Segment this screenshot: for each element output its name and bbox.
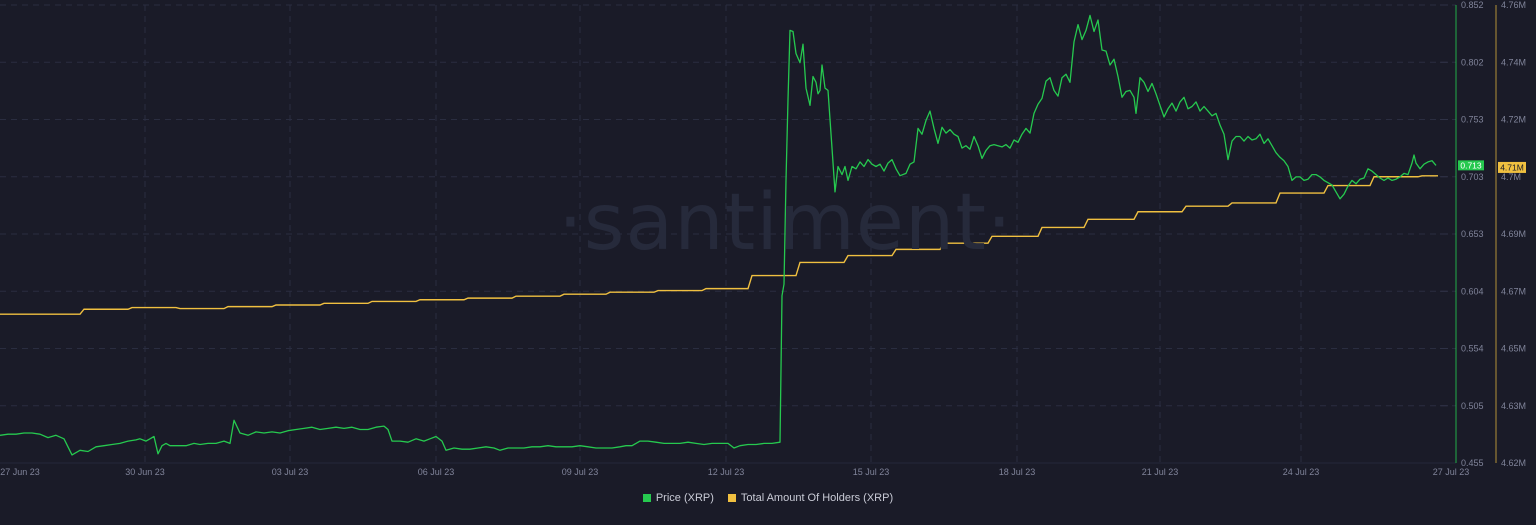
price-axis-tick: 0.703 (1461, 172, 1484, 182)
holders-axis-tick: 4.76M (1501, 0, 1526, 10)
legend: Price (XRP) Total Amount Of Holders (XRP… (0, 492, 1536, 504)
price-axis-tick: 0.753 (1461, 115, 1484, 125)
legend-item-holders[interactable]: Total Amount Of Holders (XRP) (727, 492, 894, 504)
price-axis-tick: 0.852 (1461, 0, 1484, 10)
x-axis-tick: 27 Jun 23 (0, 467, 40, 477)
holders-current-label: 4.71M (1500, 162, 1524, 172)
holders-swatch-icon (727, 494, 736, 502)
legend-label-price: Price (XRP) (655, 492, 714, 504)
x-axis-tick: 18 Jul 23 (999, 467, 1036, 477)
price-current-badge (1458, 160, 1484, 171)
legend-label-holders: Total Amount Of Holders (XRP) (740, 492, 894, 504)
price-axis-tick: 0.554 (1461, 344, 1484, 354)
holders-current-badge (1498, 161, 1526, 173)
holders-axis-tick: 4.69M (1501, 229, 1526, 239)
holders-axis-tick: 4.67M (1501, 286, 1526, 296)
price-axis-tick: 0.505 (1461, 401, 1484, 411)
x-axis-tick: 30 Jun 23 (125, 467, 165, 477)
holders-axis-tick: 4.72M (1501, 115, 1526, 125)
holders-series-line (0, 175, 1438, 315)
x-axis-tick: 15 Jul 23 (853, 467, 890, 477)
price-axis-tick: 0.802 (1461, 57, 1484, 67)
price-series-line (0, 14, 1437, 456)
holders-axis-tick: 4.65M (1501, 344, 1526, 354)
price-axis-tick: 0.455 (1461, 458, 1484, 468)
legend-item-price[interactable]: Price (XRP) (642, 492, 714, 504)
holders-axis-tick: 4.63M (1501, 401, 1526, 411)
holders-axis-tick: 4.74M (1501, 57, 1526, 67)
x-axis-tick: 06 Jul 23 (418, 467, 455, 477)
price-swatch-icon (642, 494, 651, 502)
x-axis-tick: 21 Jul 23 (1142, 467, 1179, 477)
price-axis-tick: 0.604 (1461, 286, 1484, 296)
x-axis-tick: 12 Jul 23 (708, 467, 745, 477)
x-axis-tick: 09 Jul 23 (562, 467, 599, 477)
price-current-label: 0.713 (1460, 160, 1482, 170)
x-axis-tick: 27 Jul 23 (1433, 467, 1470, 477)
holders-axis-tick: 4.7M (1501, 172, 1521, 182)
price-axis-tick: 0.653 (1461, 229, 1484, 239)
holders-axis-tick: 4.62M (1501, 458, 1526, 468)
x-axis-tick: 03 Jul 23 (272, 467, 309, 477)
x-axis-tick: 24 Jul 23 (1283, 467, 1320, 477)
